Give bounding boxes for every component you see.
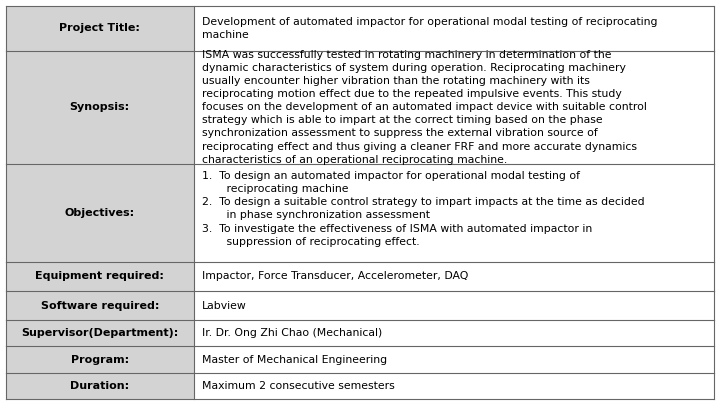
Text: strategy which is able to impart at the correct timing based on the phase: strategy which is able to impart at the … xyxy=(202,115,602,125)
Text: Project Title:: Project Title: xyxy=(59,23,140,33)
Bar xyxy=(194,291,714,320)
Text: Maximum 2 consecutive semesters: Maximum 2 consecutive semesters xyxy=(202,381,395,391)
Bar xyxy=(6,346,194,373)
Bar xyxy=(6,291,194,320)
Bar xyxy=(194,262,714,291)
Bar xyxy=(194,51,714,164)
Text: usually encounter higher vibration than the rotating machinery with its: usually encounter higher vibration than … xyxy=(202,76,590,86)
Text: ISMA was successfully tested in rotating machinery in determination of the: ISMA was successfully tested in rotating… xyxy=(202,50,611,60)
Bar xyxy=(6,51,194,164)
Text: Objectives:: Objectives: xyxy=(65,208,135,218)
Text: Master of Mechanical Engineering: Master of Mechanical Engineering xyxy=(202,355,387,364)
Bar xyxy=(194,346,714,373)
Text: Supervisor(Department):: Supervisor(Department): xyxy=(21,328,179,338)
Text: synchronization assessment to suppress the external vibration source of: synchronization assessment to suppress t… xyxy=(202,128,598,139)
Bar xyxy=(6,164,194,262)
Text: Synopsis:: Synopsis: xyxy=(70,102,130,112)
Bar xyxy=(194,164,714,262)
Text: reciprocating effect and thus giving a cleaner FRF and more accurate dynamics: reciprocating effect and thus giving a c… xyxy=(202,142,636,151)
Text: focuses on the development of an automated impact device with suitable control: focuses on the development of an automat… xyxy=(202,102,647,112)
Text: machine: machine xyxy=(202,30,248,40)
Bar xyxy=(6,262,194,291)
Text: reciprocating motion effect due to the repeated impulsive events. This study: reciprocating motion effect due to the r… xyxy=(202,89,621,99)
Text: Development of automated impactor for operational modal testing of reciprocating: Development of automated impactor for op… xyxy=(202,17,657,27)
Text: 2.  To design a suitable control strategy to impart impacts at the time as decid: 2. To design a suitable control strategy… xyxy=(202,197,644,207)
Bar xyxy=(6,373,194,399)
Text: in phase synchronization assessment: in phase synchronization assessment xyxy=(202,210,430,220)
Text: 3.  To investigate the effectiveness of ISMA with automated impactor in: 3. To investigate the effectiveness of I… xyxy=(202,224,592,234)
Text: Ir. Dr. Ong Zhi Chao (Mechanical): Ir. Dr. Ong Zhi Chao (Mechanical) xyxy=(202,328,382,338)
Bar xyxy=(194,373,714,399)
Text: reciprocating machine: reciprocating machine xyxy=(202,184,348,194)
Text: Duration:: Duration: xyxy=(71,381,130,391)
Bar xyxy=(194,6,714,51)
Text: dynamic characteristics of system during operation. Reciprocating machinery: dynamic characteristics of system during… xyxy=(202,63,626,73)
Text: Impactor, Force Transducer, Accelerometer, DAQ: Impactor, Force Transducer, Acceleromete… xyxy=(202,271,468,281)
Bar xyxy=(194,320,714,346)
Bar xyxy=(6,6,194,51)
Text: 1.  To design an automated impactor for operational modal testing of: 1. To design an automated impactor for o… xyxy=(202,171,580,181)
Text: Software required:: Software required: xyxy=(40,301,159,311)
Text: Labview: Labview xyxy=(202,301,246,311)
Text: Program:: Program: xyxy=(71,355,129,364)
Text: suppression of reciprocating effect.: suppression of reciprocating effect. xyxy=(202,237,419,247)
Bar xyxy=(6,320,194,346)
Text: Equipment required:: Equipment required: xyxy=(35,271,164,281)
Text: characteristics of an operational reciprocating machine.: characteristics of an operational recipr… xyxy=(202,155,507,165)
